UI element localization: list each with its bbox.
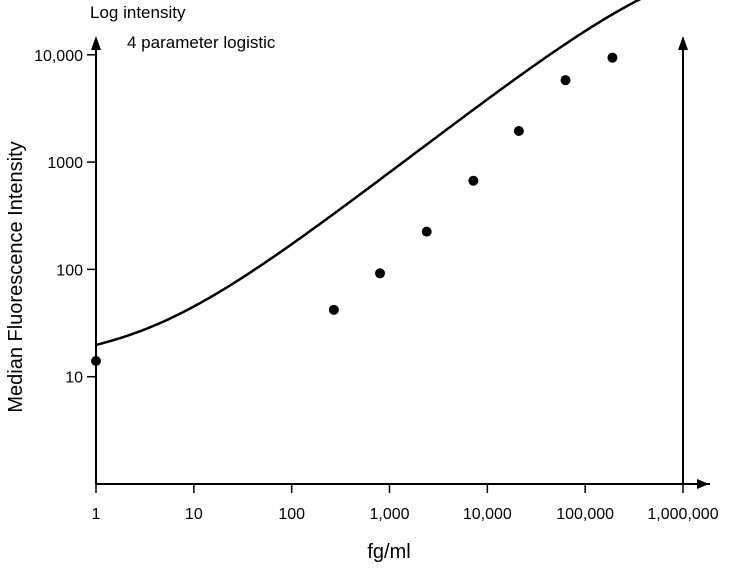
y-axis-label: Median Fluorescence Intensity	[5, 141, 27, 412]
x-tick-label: 1,000,000	[647, 506, 718, 523]
data-point	[513, 125, 524, 136]
x-tick-label: 10	[185, 506, 203, 523]
data-point	[328, 304, 339, 315]
x-axis-arrow	[697, 479, 709, 489]
data-point	[375, 268, 386, 279]
x-tick-label: 1	[92, 506, 101, 523]
right-axis-arrow	[678, 36, 688, 50]
y-tick-label: 10	[65, 370, 83, 387]
x-tick-label: 100	[278, 506, 305, 523]
data-point	[468, 175, 479, 186]
x-tick-label: 100,000	[556, 506, 614, 523]
fit-curve	[95, 0, 642, 347]
chart-subtitle: 4 parameter logistic	[127, 33, 276, 52]
y-axis-ticks: 10 100 1000 10,000	[34, 48, 96, 387]
x-axis-label: fg/ml	[367, 541, 410, 563]
data-point	[421, 226, 432, 237]
y-tick-label: 10,000	[34, 48, 83, 65]
data-point	[91, 356, 101, 367]
y-tick-label: 1000	[47, 155, 83, 172]
chart-title: Log intensity	[90, 3, 186, 22]
x-tick-label: 10,000	[463, 506, 512, 523]
data-points	[91, 52, 618, 367]
x-tick-label: 1,000	[369, 506, 409, 523]
axes	[91, 36, 710, 489]
y-axis-arrow	[91, 36, 101, 50]
x-axis-ticks: 1 10 100 1,000 10,000 100,000 1,000,000	[92, 484, 719, 523]
data-point	[560, 75, 571, 86]
data-point	[607, 52, 618, 63]
y-tick-label: 100	[56, 262, 83, 279]
